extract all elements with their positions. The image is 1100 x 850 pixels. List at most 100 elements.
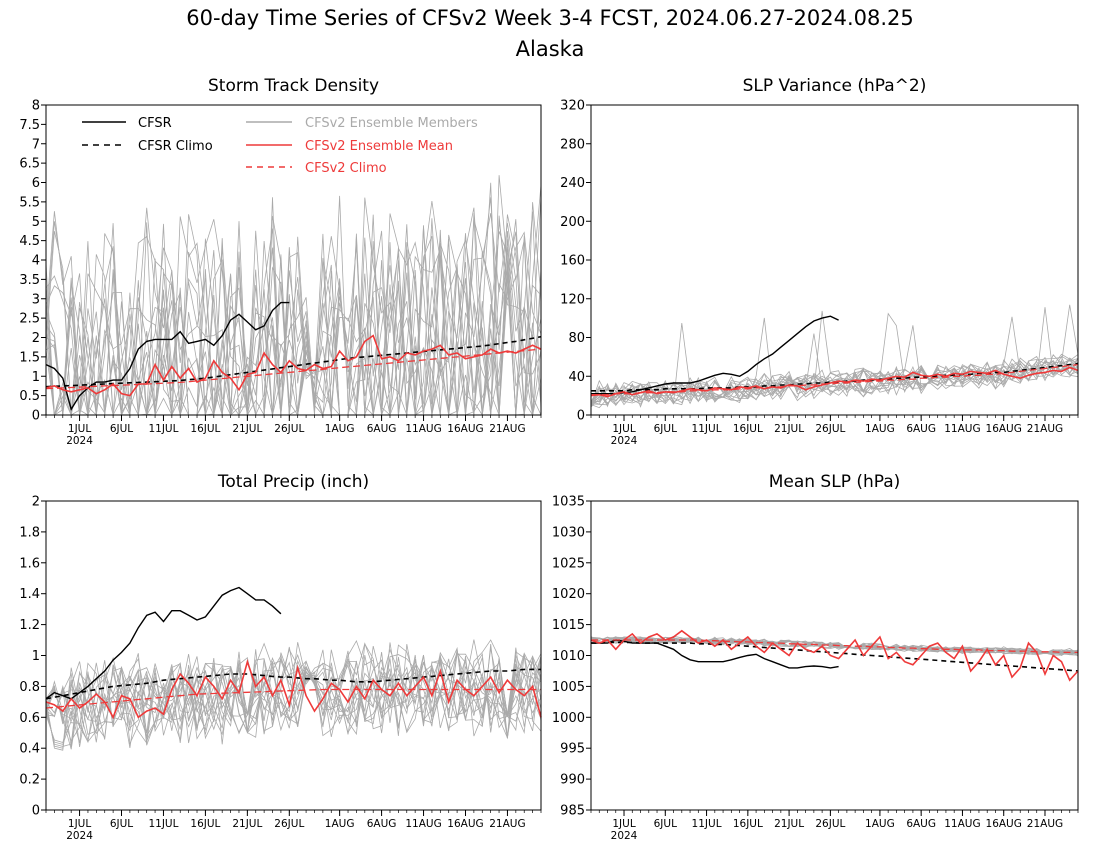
panel-4-ytick-label: 990 xyxy=(560,773,585,788)
panel-1-xtick-label: 6AUG xyxy=(367,423,397,435)
panel-4-xtick-label: 21JUL xyxy=(774,818,804,830)
legend-cfsr-label: CFSR xyxy=(138,116,172,131)
panel-1-cfsr-climo-line xyxy=(45,335,542,388)
panel-1-xtick-label: 11JUL xyxy=(148,423,178,435)
panel-4-year-label: 2024 xyxy=(611,830,638,842)
panel-2-frame xyxy=(590,104,1079,416)
panel-3-cfsv2-mean-line xyxy=(45,658,542,720)
panel-2-xtick-label: 16JUL xyxy=(733,423,763,435)
panel-3-cfsr-climo-line xyxy=(45,668,541,700)
panel-4-member-line xyxy=(590,636,1079,655)
panel-1-ytick-label: 3.5 xyxy=(19,273,40,288)
panel-4-xtick-label: 26JUL xyxy=(815,818,845,830)
panel-3-ytick-label: 1.2 xyxy=(19,618,40,633)
panel-2-xtick-label: 11AUG xyxy=(944,423,980,435)
panel-2-member-line xyxy=(590,358,1079,406)
panel-2-member-line xyxy=(590,357,1079,404)
panel-1-year-label: 2024 xyxy=(66,435,93,447)
panel-3-xtick-label: 11AUG xyxy=(405,818,441,830)
panel-1-xtick-label: 11AUG xyxy=(405,423,441,435)
panel-2-ytick-label: 160 xyxy=(560,254,585,269)
panel-2-xtick-label: 6AUG xyxy=(906,423,936,435)
panel-4-ytick-label: 1000 xyxy=(552,711,585,726)
panel-3-member-line xyxy=(45,644,542,751)
panel-1-cfsv2-climo-line xyxy=(45,348,542,390)
panel-2-member-line xyxy=(590,333,1079,405)
panel-2-ytick-label: 0 xyxy=(577,409,585,424)
panel-1-ytick-label: 5.5 xyxy=(19,195,40,210)
panel-4-member-line xyxy=(590,636,1079,655)
panel-3-ytick-label: 0.4 xyxy=(19,742,40,757)
panel-3-title: Total Precip (inch) xyxy=(217,472,369,492)
panel-2-member-line xyxy=(590,323,1079,405)
panel-1-ytick-label: 0 xyxy=(32,409,40,424)
panel-2-xtick-label: 21JUL xyxy=(774,423,804,435)
panel-1-ytick-label: 6.5 xyxy=(19,157,40,172)
panel-4-frame xyxy=(590,500,1079,811)
panel-3-ytick-label: 1 xyxy=(32,649,40,664)
panel-3-xtick-label: 16AUG xyxy=(447,818,483,830)
panel-2-ytick-label: 200 xyxy=(560,215,585,230)
panel-4-ytick-label: 985 xyxy=(560,804,585,819)
legend-mean-label: CFSv2 Ensemble Mean xyxy=(305,139,453,154)
panel-2-ytick-label: 80 xyxy=(568,331,585,346)
panel-2-ytick-label: 280 xyxy=(560,137,585,152)
panel-3-frame xyxy=(45,500,542,811)
panel-3-cfsv2-climo-line xyxy=(45,688,541,709)
panel-1-ytick-label: 0.5 xyxy=(19,389,40,404)
figure-subtitle: Alaska xyxy=(515,37,585,61)
panel-4-cfsv2-climo-line xyxy=(591,639,1078,654)
panel-4-xtick-label: 11AUG xyxy=(944,818,980,830)
panel-1-title: Storm Track Density xyxy=(208,76,379,96)
legend-members-label: CFSv2 Ensemble Members xyxy=(305,116,478,131)
panel-1-xtick-label: 16AUG xyxy=(447,423,483,435)
panel-2-xtick-label: 26JUL xyxy=(815,423,845,435)
panel-3-xtick-label: 26JUL xyxy=(274,818,304,830)
panel-3-xtick-label: 16JUL xyxy=(190,818,220,830)
panel-3-xtick-label: 6JUL xyxy=(110,818,133,830)
panel-4-xtick-label: 1JUL xyxy=(612,818,635,830)
panel-4-cfsr-line xyxy=(591,639,839,669)
panel-3-member-line xyxy=(45,642,542,743)
panel-2-xtick-label: 1AUG xyxy=(865,423,895,435)
panel-2-year-label: 2024 xyxy=(611,435,638,447)
panel-1-ytick-label: 7 xyxy=(32,137,40,152)
panel-1-xtick-label: 16JUL xyxy=(190,423,220,435)
panel-1-ytick-label: 5 xyxy=(32,215,40,230)
panel-2-xtick-label: 11JUL xyxy=(692,423,722,435)
panel-3-year-label: 2024 xyxy=(66,830,93,842)
panel-3-ytick-label: 0.6 xyxy=(19,711,40,726)
panel-1-xtick-label: 1JUL xyxy=(68,423,91,435)
panel-1-xtick-label: 21JUL xyxy=(232,423,262,435)
panel-1-ytick-label: 3 xyxy=(32,292,40,307)
panel-1-xtick-label: 6JUL xyxy=(110,423,133,435)
panel-3-ytick-label: 1.6 xyxy=(19,556,40,571)
panel-4-xtick-label: 16JUL xyxy=(733,818,763,830)
panel-3-ytick-label: 1.4 xyxy=(19,587,40,602)
panel-1-ytick-label: 6 xyxy=(32,176,40,191)
panel-4-xtick-label: 11JUL xyxy=(692,818,722,830)
panel-4-xtick-label: 6JUL xyxy=(654,818,677,830)
panel-2-ytick-label: 120 xyxy=(560,292,585,307)
panel-4-ytick-label: 1030 xyxy=(552,525,585,540)
panel-2-member-line xyxy=(590,304,1079,405)
panel-2-xtick-label: 16AUG xyxy=(986,423,1022,435)
panel-1-ytick-label: 2 xyxy=(32,331,40,346)
panel-4-ytick-label: 1015 xyxy=(552,618,585,633)
panel-3-member-line xyxy=(45,642,542,748)
panel-2-ytick-label: 40 xyxy=(568,370,585,385)
panel-1-ytick-label: 1.5 xyxy=(19,350,40,365)
panel-1-xtick-label: 21AUG xyxy=(489,423,525,435)
panel-4-xtick-label: 21AUG xyxy=(1027,818,1063,830)
panel-3-xtick-label: 21JUL xyxy=(232,818,262,830)
panel-3-xtick-label: 1JUL xyxy=(68,818,91,830)
panel-3-xtick-label: 1AUG xyxy=(325,818,355,830)
panel-2-xtick-label: 21AUG xyxy=(1027,423,1063,435)
panel-1-ytick-label: 4.5 xyxy=(19,234,40,249)
panel-1-cfsv2-mean-line xyxy=(45,334,542,397)
panel-2-xtick-label: 6JUL xyxy=(654,423,677,435)
panel-1-ytick-label: 2.5 xyxy=(19,312,40,327)
panel-1-ytick-label: 1 xyxy=(32,370,40,385)
panel-3-ytick-label: 0.2 xyxy=(19,773,40,788)
